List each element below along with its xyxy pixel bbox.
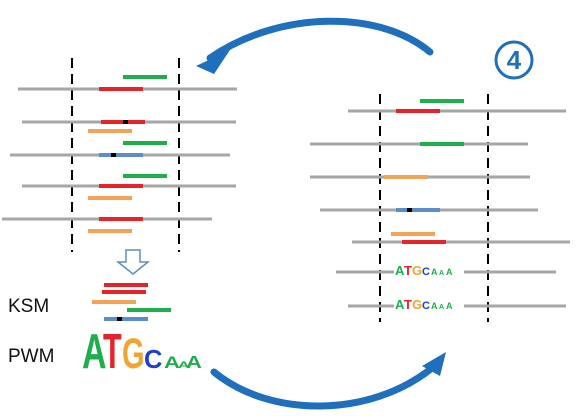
pwm-label: PWM bbox=[8, 346, 54, 367]
svg-text:A: A bbox=[446, 267, 453, 277]
motif-letter: A bbox=[178, 359, 190, 370]
curved-arrow-icon bbox=[210, 364, 436, 410]
left-panel bbox=[2, 58, 237, 252]
step-number: 4 bbox=[507, 45, 522, 75]
motif-letter: A bbox=[164, 354, 180, 373]
svg-text:G: G bbox=[412, 297, 422, 312]
motif-match-logo: A T G C A A A bbox=[394, 297, 464, 312]
svg-text:A: A bbox=[395, 297, 405, 312]
svg-text:A: A bbox=[439, 304, 444, 311]
svg-text:C: C bbox=[422, 266, 430, 278]
svg-text:T: T bbox=[404, 297, 412, 312]
svg-text:G: G bbox=[412, 263, 422, 278]
svg-text:T: T bbox=[404, 263, 412, 278]
svg-text:A: A bbox=[431, 267, 438, 277]
bottom-arrowhead-icon bbox=[422, 352, 446, 376]
curved-arrow-icon bbox=[206, 17, 434, 62]
mismatch-marker bbox=[407, 208, 412, 212]
down-arrow-icon bbox=[115, 249, 151, 275]
step-badge: 4 bbox=[494, 40, 534, 80]
motif-match-logo: A T G C A A A bbox=[394, 263, 464, 278]
pwm-motif-logo: A T G C A A A bbox=[82, 324, 202, 379]
mismatch-marker bbox=[123, 120, 128, 124]
right-panel: A T G C A A A A T G C A A A bbox=[310, 94, 570, 322]
svg-text:A: A bbox=[395, 263, 405, 278]
svg-text:A: A bbox=[431, 301, 438, 311]
motif-letter: A bbox=[186, 353, 202, 372]
motif-letter: G bbox=[122, 329, 144, 377]
svg-text:A: A bbox=[439, 270, 444, 277]
motif-letter: A bbox=[82, 324, 107, 379]
ksm-label: KSM bbox=[8, 296, 49, 317]
top-arrowhead-icon bbox=[196, 50, 230, 74]
svg-text:C: C bbox=[422, 300, 430, 312]
ksm-cluster bbox=[92, 283, 171, 321]
mismatch-marker bbox=[111, 153, 116, 157]
svg-text:A: A bbox=[446, 301, 453, 311]
motif-letter: T bbox=[103, 324, 122, 379]
motif-letter: C bbox=[144, 346, 162, 374]
